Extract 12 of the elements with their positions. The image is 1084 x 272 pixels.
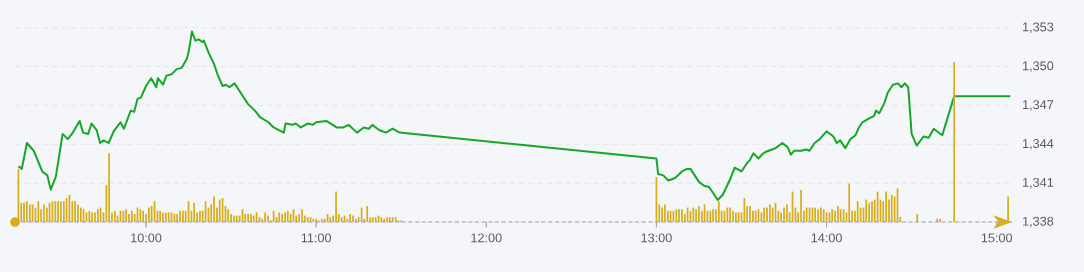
x-tick-label: 14:00 xyxy=(811,233,842,243)
y-tick-label: 1,338 xyxy=(1023,216,1054,228)
y-tick-label: 1,344 xyxy=(1023,139,1054,150)
x-tick-label: 15:00 xyxy=(981,233,1013,243)
y-tick-label: 1,353 xyxy=(1023,22,1054,33)
y-tick-label: 1,341 xyxy=(1023,177,1054,189)
x-tick-label: 12:00 xyxy=(471,233,502,243)
x-tick-label: 11:00 xyxy=(301,233,332,243)
y-tick-label: 1,347 xyxy=(1023,100,1054,111)
x-tick-label: 10:00 xyxy=(131,233,162,243)
x-tick-label: 13:00 xyxy=(641,233,672,243)
y-tick-label: 1,350 xyxy=(1023,61,1054,72)
